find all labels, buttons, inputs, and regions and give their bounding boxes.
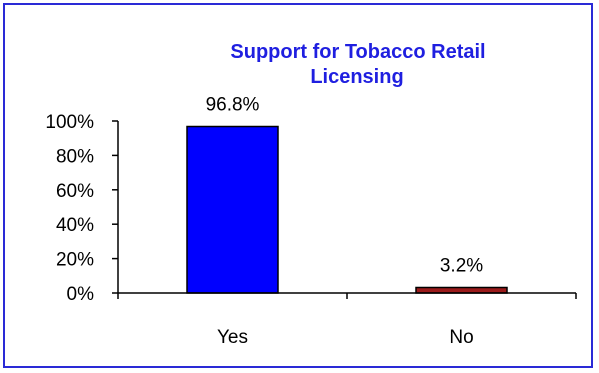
data-label-yes: 96.8% [206, 95, 260, 116]
plot-area: 0% 20% 40% 60% 80% 100% 96.8% Yes 3.2% No [45, 95, 577, 348]
bar-no [415, 286, 508, 294]
y-tick-label: 80% [56, 146, 94, 167]
y-tick-label: 100% [45, 112, 94, 133]
y-tick-label: 20% [56, 250, 94, 271]
bar-yes [186, 125, 279, 294]
y-tick-label: 60% [56, 181, 94, 202]
y-tick-label: 0% [67, 284, 95, 305]
x-category-label: Yes [217, 327, 248, 348]
x-category-label: No [449, 327, 473, 348]
y-tick-label: 40% [56, 215, 94, 236]
data-label-no: 3.2% [440, 255, 483, 276]
chart-title-line-2: Licensing [310, 66, 403, 88]
chart-frame [3, 3, 593, 368]
chart-title-line-1: Support for Tobacco Retail [230, 41, 485, 63]
